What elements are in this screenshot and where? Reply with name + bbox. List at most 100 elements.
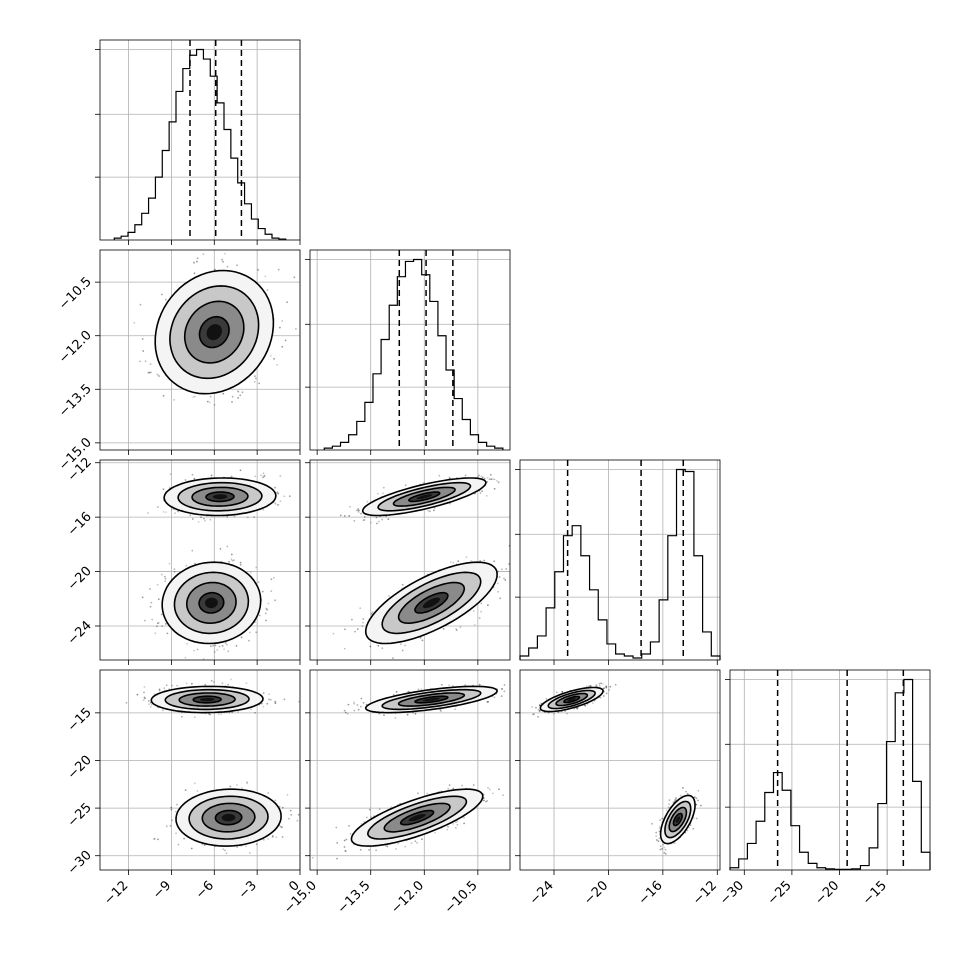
sample-point [404, 644, 407, 647]
sample-point [293, 276, 296, 279]
sample-point [354, 630, 356, 633]
sample-point [265, 619, 267, 622]
sample-point [480, 602, 483, 605]
sample-point [241, 391, 244, 394]
sample-point [356, 509, 359, 512]
histogram-panel-3 [725, 669, 931, 871]
density-peak [422, 597, 440, 609]
sample-point [248, 639, 250, 642]
sample-point [366, 500, 369, 503]
sample-point [151, 618, 154, 621]
sample-point [362, 621, 364, 624]
sample-point [141, 596, 144, 599]
sample-point [249, 571, 252, 574]
sample-point [498, 576, 501, 578]
sample-point [164, 623, 167, 625]
sample-point [479, 492, 482, 494]
sample-point [221, 258, 223, 261]
sample-point [213, 404, 216, 406]
sample-point [255, 377, 257, 380]
sample-point [473, 624, 476, 626]
sample-point [288, 495, 291, 498]
sample-point [295, 328, 297, 330]
sample-point [274, 599, 276, 602]
sample-point [221, 644, 224, 647]
sample-point [194, 562, 197, 565]
sample-point [505, 568, 508, 570]
sample-point [188, 243, 190, 245]
sample-point [125, 702, 128, 704]
sample-point [349, 505, 351, 508]
sample-point [480, 610, 482, 613]
sample-point [161, 625, 163, 627]
sample-point [382, 492, 384, 495]
sample-point [233, 559, 235, 562]
sample-point [150, 601, 153, 604]
sample-point [224, 642, 227, 644]
sample-point [355, 509, 358, 512]
sample-point [264, 612, 267, 615]
sample-point [173, 399, 176, 401]
panel-frame [99, 249, 301, 451]
sample-point [404, 484, 407, 487]
sample-point [171, 684, 174, 687]
sample-point [164, 577, 167, 580]
sample-point [165, 511, 167, 513]
sample-point [239, 394, 242, 397]
sample-point [274, 502, 277, 505]
sample-point [237, 397, 240, 399]
sample-point [496, 582, 499, 585]
density-peak [416, 494, 433, 500]
sample-point [196, 257, 199, 260]
sample-point [148, 371, 151, 374]
sample-point [214, 268, 216, 271]
sample-point [279, 500, 282, 503]
sample-point [470, 560, 472, 562]
sample-point [196, 260, 198, 263]
sample-point [387, 518, 390, 521]
sample-point [227, 650, 230, 653]
sample-point [239, 564, 242, 566]
sample-point [501, 568, 503, 571]
sample-point [156, 625, 158, 628]
sample-point [191, 549, 194, 552]
sample-point [158, 621, 160, 624]
sample-point [255, 566, 258, 569]
sample-point [363, 518, 366, 521]
sample-point [423, 481, 425, 484]
sample-point [279, 326, 281, 329]
sample-point [276, 504, 279, 506]
sample-point [193, 261, 195, 264]
sample-point [277, 503, 280, 506]
sample-point [493, 478, 496, 481]
sample-point [358, 509, 360, 512]
sample-point [236, 264, 238, 267]
sample-point [196, 648, 199, 651]
sample-point [387, 518, 390, 520]
sample-point [186, 642, 189, 645]
sample-point [204, 519, 207, 522]
sample-point [149, 363, 152, 365]
sample-point [202, 658, 205, 660]
sample-point [356, 628, 359, 630]
sample-point [246, 516, 249, 519]
sample-point [147, 371, 150, 374]
sample-point [455, 629, 458, 632]
sample-point [481, 490, 483, 493]
sample-point [344, 628, 346, 631]
sample-point [485, 495, 488, 497]
sample-point [224, 252, 226, 255]
sample-point [209, 518, 212, 521]
sample-point [249, 631, 251, 634]
sample-point [465, 556, 468, 558]
sample-point [515, 553, 517, 555]
sample-point [478, 474, 480, 477]
sample-point [455, 628, 457, 630]
sample-point [143, 686, 146, 688]
sample-point [421, 639, 424, 642]
sample-point [339, 514, 342, 517]
sample-point [433, 509, 435, 512]
sample-point [472, 610, 475, 613]
sample-point [233, 515, 236, 518]
sample-point [154, 632, 157, 635]
